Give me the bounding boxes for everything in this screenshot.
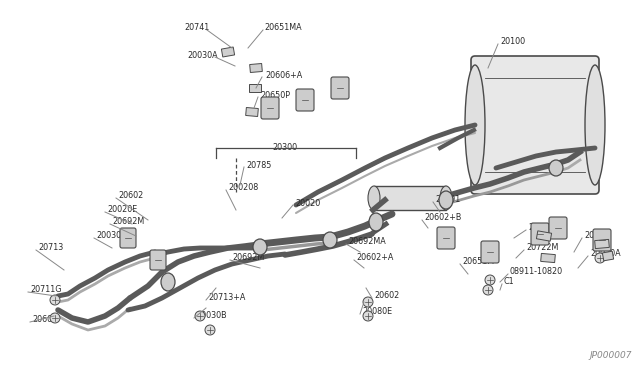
- Text: C1: C1: [504, 278, 515, 286]
- Text: 20713+A: 20713+A: [208, 294, 245, 302]
- Circle shape: [195, 311, 205, 321]
- Text: 20020E: 20020E: [107, 205, 137, 215]
- Text: 20711G: 20711G: [30, 285, 61, 295]
- FancyBboxPatch shape: [481, 241, 499, 263]
- Text: 20691: 20691: [435, 196, 460, 205]
- Text: 20651MA: 20651MA: [264, 23, 301, 32]
- FancyBboxPatch shape: [331, 77, 349, 99]
- Text: 20030A: 20030A: [188, 51, 218, 60]
- Text: 20602: 20602: [374, 292, 399, 301]
- FancyBboxPatch shape: [549, 217, 567, 239]
- FancyBboxPatch shape: [261, 97, 279, 119]
- Text: 20692MA: 20692MA: [348, 237, 386, 247]
- Circle shape: [363, 297, 373, 307]
- Polygon shape: [246, 108, 259, 116]
- Text: 20651MA: 20651MA: [528, 224, 566, 232]
- Polygon shape: [536, 231, 552, 241]
- Text: 20692M: 20692M: [232, 253, 264, 263]
- Ellipse shape: [585, 65, 605, 185]
- Text: 20030B: 20030B: [96, 231, 127, 241]
- Circle shape: [595, 253, 605, 263]
- Circle shape: [485, 275, 495, 285]
- Text: 20080E: 20080E: [362, 308, 392, 317]
- Text: 20602: 20602: [118, 192, 143, 201]
- Ellipse shape: [549, 160, 563, 176]
- Text: 20100: 20100: [500, 38, 525, 46]
- Ellipse shape: [369, 213, 383, 231]
- Text: 20606+A: 20606+A: [265, 71, 302, 80]
- FancyBboxPatch shape: [150, 250, 166, 270]
- Circle shape: [205, 325, 215, 335]
- Circle shape: [363, 311, 373, 321]
- Ellipse shape: [323, 232, 337, 248]
- FancyBboxPatch shape: [120, 228, 136, 248]
- Text: 200208: 200208: [228, 183, 259, 192]
- Text: 20713: 20713: [38, 244, 63, 253]
- Text: JP000007: JP000007: [589, 351, 632, 360]
- Circle shape: [50, 313, 60, 323]
- Ellipse shape: [253, 239, 267, 255]
- FancyBboxPatch shape: [593, 229, 611, 251]
- Polygon shape: [374, 186, 446, 210]
- Text: 20030B: 20030B: [196, 311, 227, 321]
- Polygon shape: [249, 84, 261, 92]
- Text: 20602+A: 20602+A: [356, 253, 394, 263]
- Text: 20300: 20300: [273, 144, 298, 153]
- Text: 20650P: 20650P: [260, 90, 290, 99]
- Ellipse shape: [368, 186, 380, 210]
- Circle shape: [50, 295, 60, 305]
- Ellipse shape: [439, 191, 453, 209]
- FancyBboxPatch shape: [296, 89, 314, 111]
- Polygon shape: [221, 47, 235, 57]
- Text: 20020: 20020: [295, 199, 320, 208]
- FancyBboxPatch shape: [531, 223, 549, 245]
- Text: 20030A: 20030A: [590, 250, 621, 259]
- Text: 20722M: 20722M: [526, 244, 558, 253]
- Text: 20602+B: 20602+B: [424, 214, 461, 222]
- Text: 20785: 20785: [246, 160, 271, 170]
- Text: 08911-10820: 08911-10820: [510, 267, 563, 276]
- Polygon shape: [595, 240, 609, 248]
- Polygon shape: [250, 64, 262, 73]
- Text: 20741: 20741: [185, 23, 210, 32]
- Circle shape: [483, 285, 493, 295]
- Polygon shape: [602, 251, 614, 261]
- Ellipse shape: [440, 186, 452, 210]
- Text: 20692M: 20692M: [112, 218, 144, 227]
- Text: 20651M: 20651M: [462, 257, 494, 266]
- Polygon shape: [541, 253, 556, 263]
- Text: 20606: 20606: [32, 315, 57, 324]
- Ellipse shape: [161, 273, 175, 291]
- FancyBboxPatch shape: [471, 56, 599, 194]
- Ellipse shape: [465, 65, 485, 185]
- FancyBboxPatch shape: [437, 227, 455, 249]
- Text: 20742: 20742: [584, 231, 609, 241]
